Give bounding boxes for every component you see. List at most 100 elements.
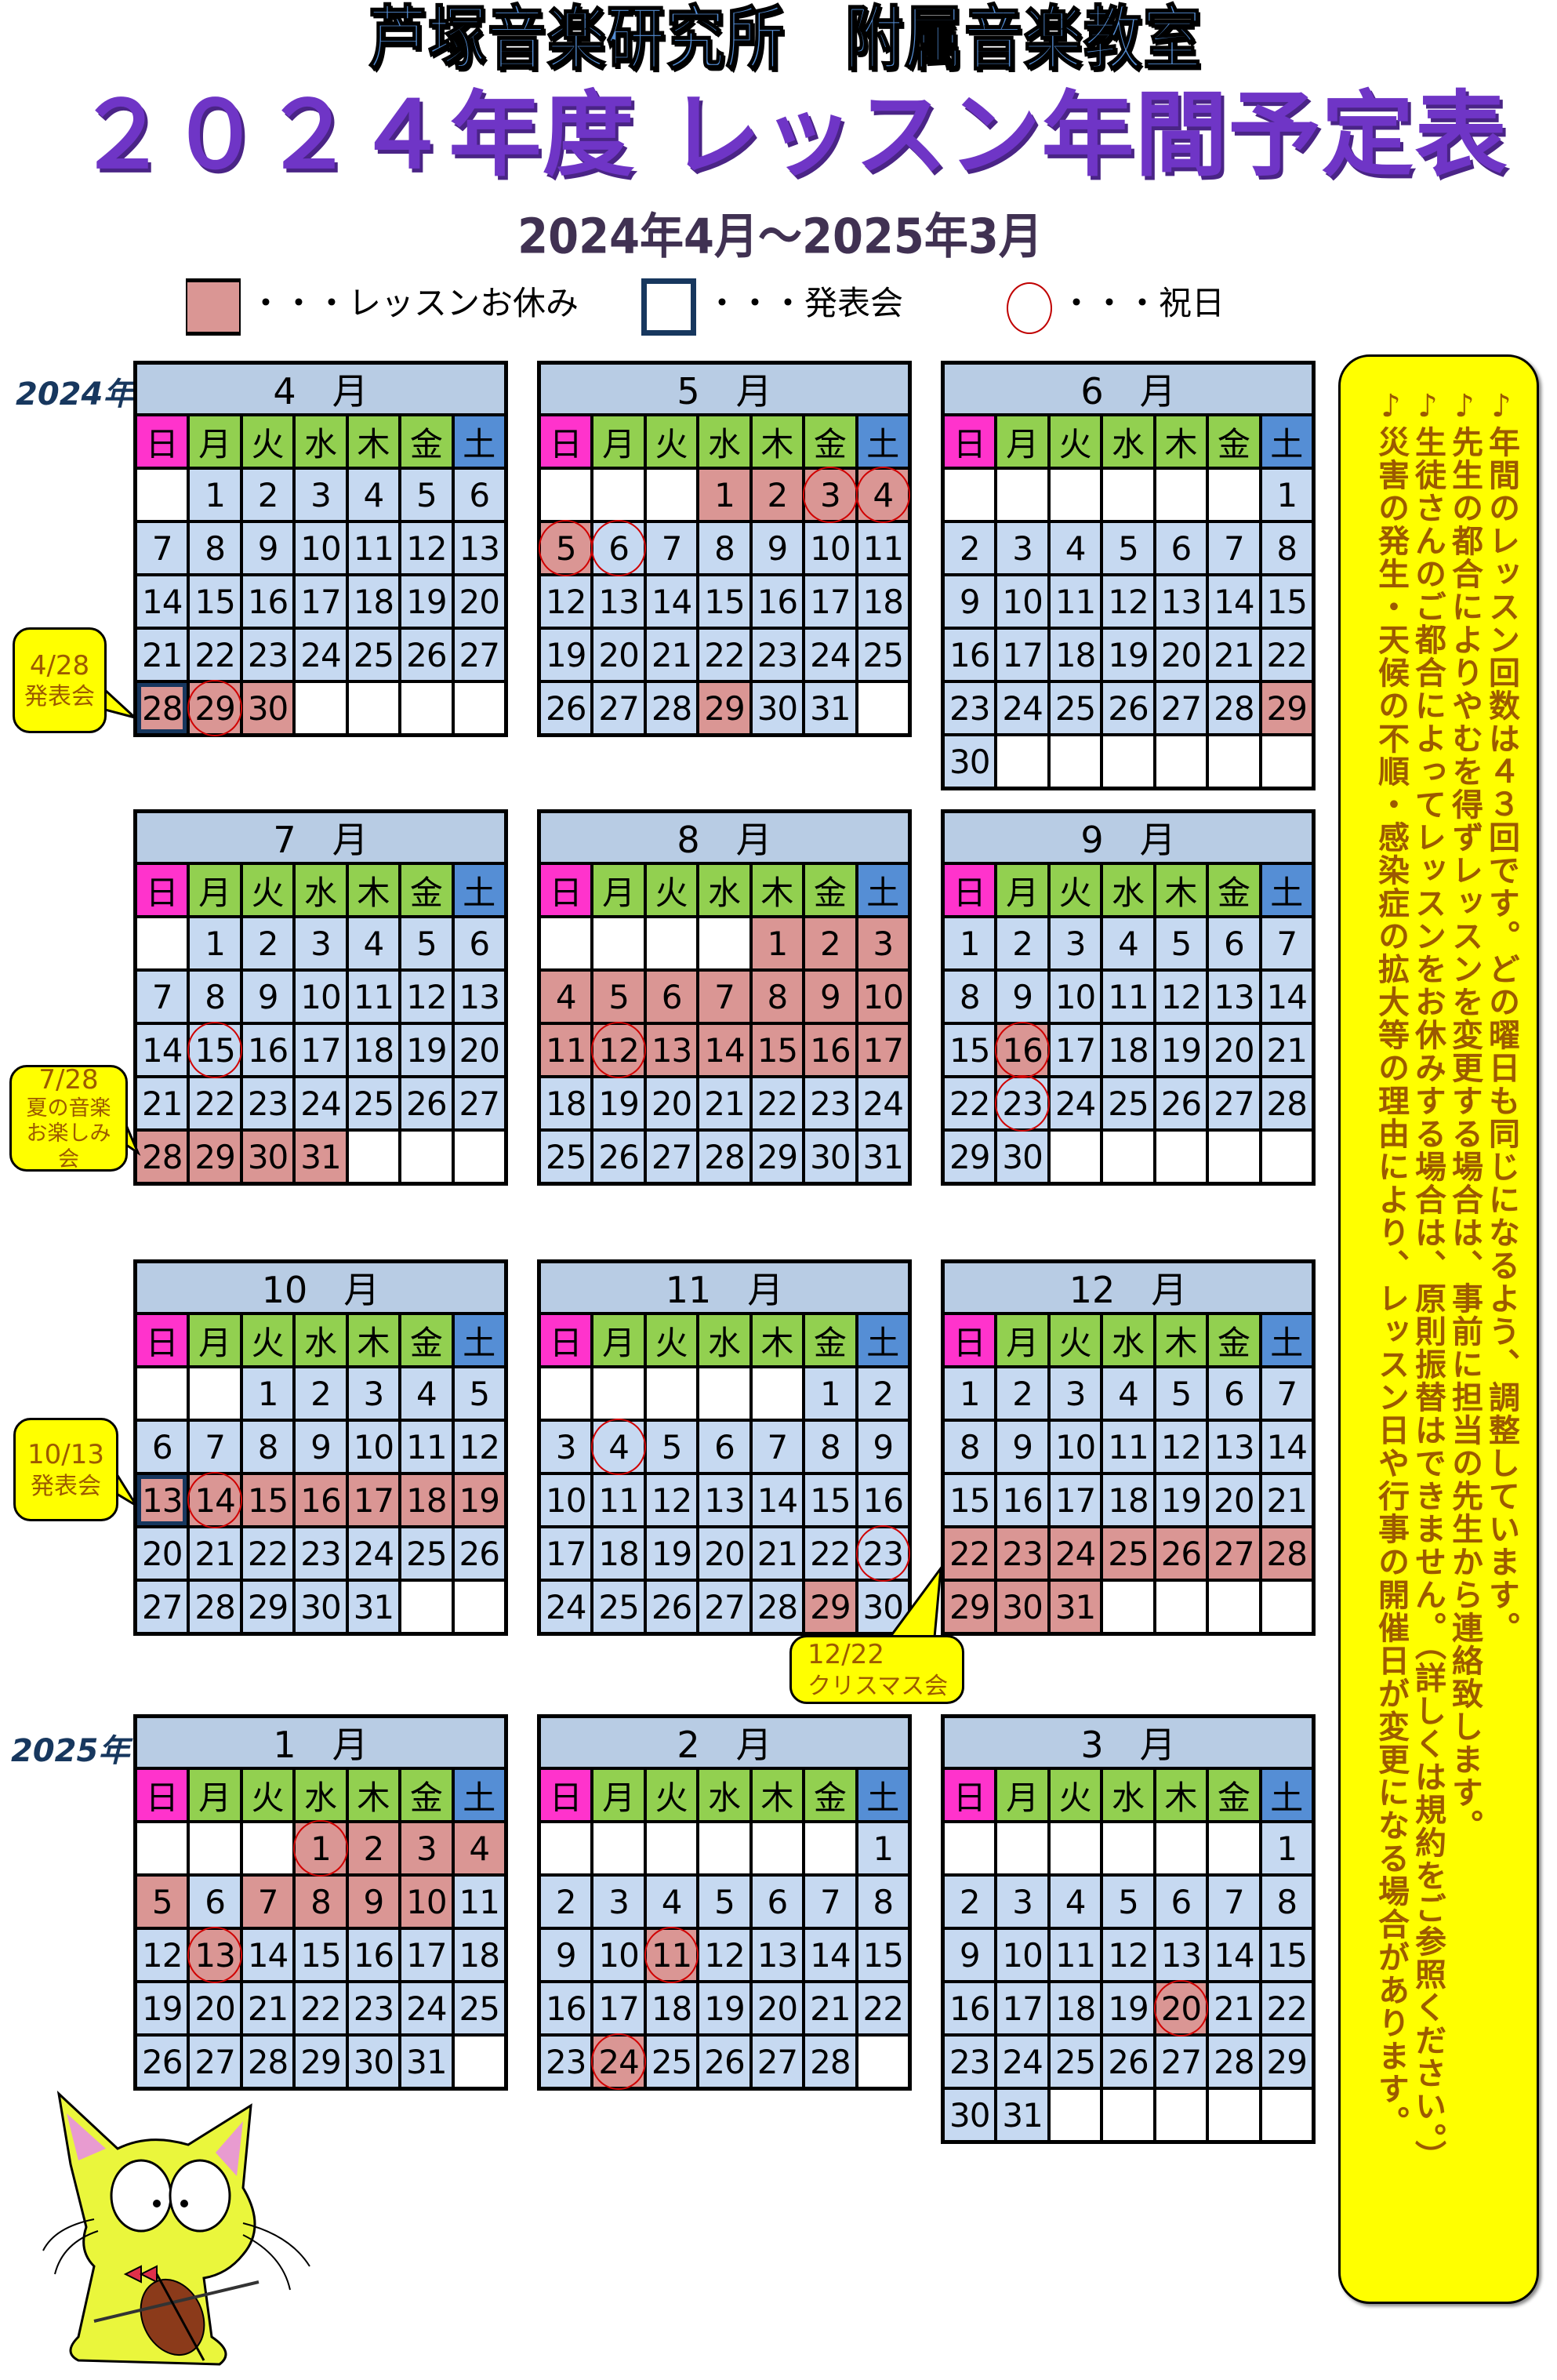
day-number: 19 [704, 1989, 745, 2028]
day-cell: 30 [805, 1132, 855, 1182]
day-number: 25 [1054, 2042, 1096, 2081]
weekday-header: 土 [858, 1770, 908, 1820]
day-cell-lesson-off: 29 [187, 680, 242, 736]
day-cell: 31 [997, 2090, 1047, 2140]
day-cell: 26 [401, 1078, 452, 1128]
day-number: 8 [205, 529, 226, 568]
day-number: 4 [363, 475, 385, 514]
weekday-header: 木 [752, 1770, 803, 1820]
day-number: 11 [545, 1030, 586, 1070]
day-number: 20 [757, 1989, 798, 2028]
empty-cell [945, 1823, 995, 1873]
day-number: 28 [1266, 1534, 1308, 1573]
empty-cell [1261, 1132, 1312, 1182]
day-cell: 22 [296, 1983, 346, 2033]
weekday-header: 金 [401, 416, 452, 467]
day-cell: 8 [699, 523, 749, 573]
day-number: 20 [459, 582, 500, 621]
day-cell-lesson-off: 2 [348, 1823, 399, 1873]
empty-cell [1261, 2090, 1312, 2140]
day-number: 3 [363, 1374, 385, 1413]
day-number: 17 [300, 582, 341, 621]
day-number: 9 [959, 582, 981, 621]
day-cell: 11 [1103, 972, 1153, 1022]
day-cell: 30 [752, 683, 803, 733]
day-cell: 6 [1156, 523, 1207, 573]
day-number: 3 [608, 1882, 630, 1921]
day-cell: 13 [593, 576, 644, 627]
day-number: 10 [406, 1882, 447, 1921]
day-number: 3 [1012, 529, 1033, 568]
weekday-header: 金 [1209, 1315, 1259, 1365]
day-number: 10 [1002, 1935, 1043, 1975]
day-cell: 23 [945, 2037, 995, 2087]
day-number: 29 [194, 689, 235, 728]
day-cell: 20 [646, 1078, 697, 1128]
day-cell: 12 [1156, 972, 1207, 1022]
day-number: 30 [300, 1587, 341, 1626]
day-number: 26 [459, 1534, 500, 1573]
day-cell-lesson-off: 29 [945, 1582, 995, 1632]
empty-cell [1103, 2090, 1153, 2140]
day-number: 24 [598, 2042, 639, 2081]
day-cell: 20 [1156, 630, 1207, 680]
day-cell: 7 [1261, 918, 1312, 968]
day-number: 18 [1054, 1989, 1096, 2028]
day-number: 30 [949, 2095, 990, 2135]
day-cell-lesson-off: 3 [401, 1823, 452, 1873]
day-number: 5 [608, 977, 630, 1016]
empty-cell [1050, 736, 1101, 787]
day-cell: 24 [1050, 1078, 1101, 1128]
day-number: 19 [1108, 1989, 1149, 2028]
empty-cell [1156, 1582, 1207, 1632]
day-number: 11 [598, 1481, 639, 1520]
day-number: 26 [1108, 2042, 1149, 2081]
month-calendar: 10 月日月火水木金土 1 2 3 4 5 6 7 8 9 10 11 12 13 14 15 16 17 18 19… [133, 1259, 508, 1636]
empty-cell [454, 1582, 504, 1632]
day-cell-lesson-off: 8 [296, 1877, 346, 1927]
empty-cell [699, 918, 749, 968]
day-number: 26 [1160, 1534, 1202, 1573]
day-cell: 25 [454, 1983, 504, 2033]
weekday-header: 水 [296, 1315, 346, 1365]
day-cell-lesson-off: 29 [1261, 683, 1312, 733]
day-cell: 4 [348, 470, 399, 520]
day-number: 29 [704, 689, 745, 728]
weekday-header: 水 [699, 865, 749, 915]
empty-cell [401, 1582, 452, 1632]
weekday-header: 日 [137, 1770, 187, 1820]
month-header: 8 月 [541, 813, 908, 862]
day-number: 20 [598, 635, 639, 674]
weekday-header: 日 [945, 416, 995, 467]
day-cell: 2 [858, 1368, 908, 1419]
day-number: 30 [353, 2042, 394, 2081]
weekday-header: 水 [296, 1770, 346, 1820]
day-number: 10 [300, 977, 341, 1016]
day-cell-lesson-off: 5 [539, 520, 593, 576]
day-cell: 10 [997, 1930, 1047, 1980]
day-number: 7 [1223, 1882, 1245, 1921]
weekday-header: 金 [401, 865, 452, 915]
empty-cell [541, 1823, 591, 1873]
day-number: 11 [353, 529, 394, 568]
day-number: 21 [194, 1534, 235, 1573]
day-number: 2 [555, 1882, 577, 1921]
day-number: 3 [1012, 1882, 1033, 1921]
day-cell: 18 [593, 1528, 644, 1579]
day-cell: 28 [1261, 1078, 1312, 1128]
day-cell: 16 [945, 1983, 995, 2033]
callout-text: 発表会 [24, 683, 95, 710]
day-cell: 30 [945, 2090, 995, 2140]
day-number: 24 [300, 1084, 341, 1123]
day-number: 9 [819, 977, 841, 1016]
day-cell: 2 [541, 1877, 591, 1927]
day-cell: 24 [805, 630, 855, 680]
weekday-header: 月 [190, 416, 240, 467]
day-cell: 14 [1209, 576, 1259, 627]
day-cell: 7 [1261, 1368, 1312, 1419]
day-cell: 28 [242, 2037, 293, 2087]
day-cell: 24 [401, 1983, 452, 2033]
day-cell: 25 [348, 1078, 399, 1128]
day-number: 7 [151, 529, 173, 568]
day-cell: 13 [1156, 576, 1207, 627]
